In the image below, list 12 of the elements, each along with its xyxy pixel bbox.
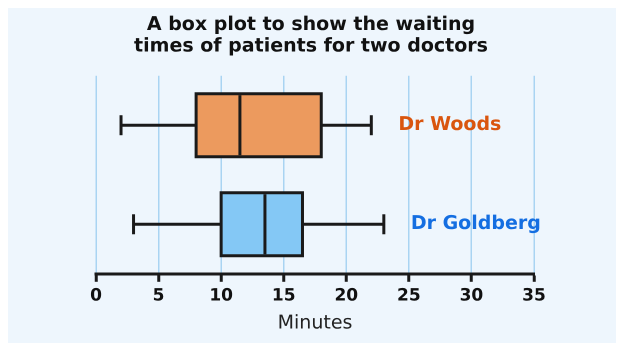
x-axis-title: Minutes (278, 312, 352, 334)
x-tick-label: 20 (334, 285, 358, 306)
x-tick-label: 35 (522, 285, 546, 306)
x-tick-label: 0 (90, 285, 102, 306)
chart-title: A box plot to show the waiting times of patients for two doctors (134, 12, 488, 57)
x-tick-label: 30 (460, 285, 484, 306)
x-tick-label: 5 (152, 285, 164, 306)
y-tick-label: Dr Goldberg (410, 212, 541, 234)
x-tick-label: 10 (209, 285, 234, 306)
y-tick-label: Dr Woods (398, 113, 502, 136)
x-tick-label: 25 (397, 285, 421, 306)
x-tick-label: 15 (272, 285, 296, 306)
